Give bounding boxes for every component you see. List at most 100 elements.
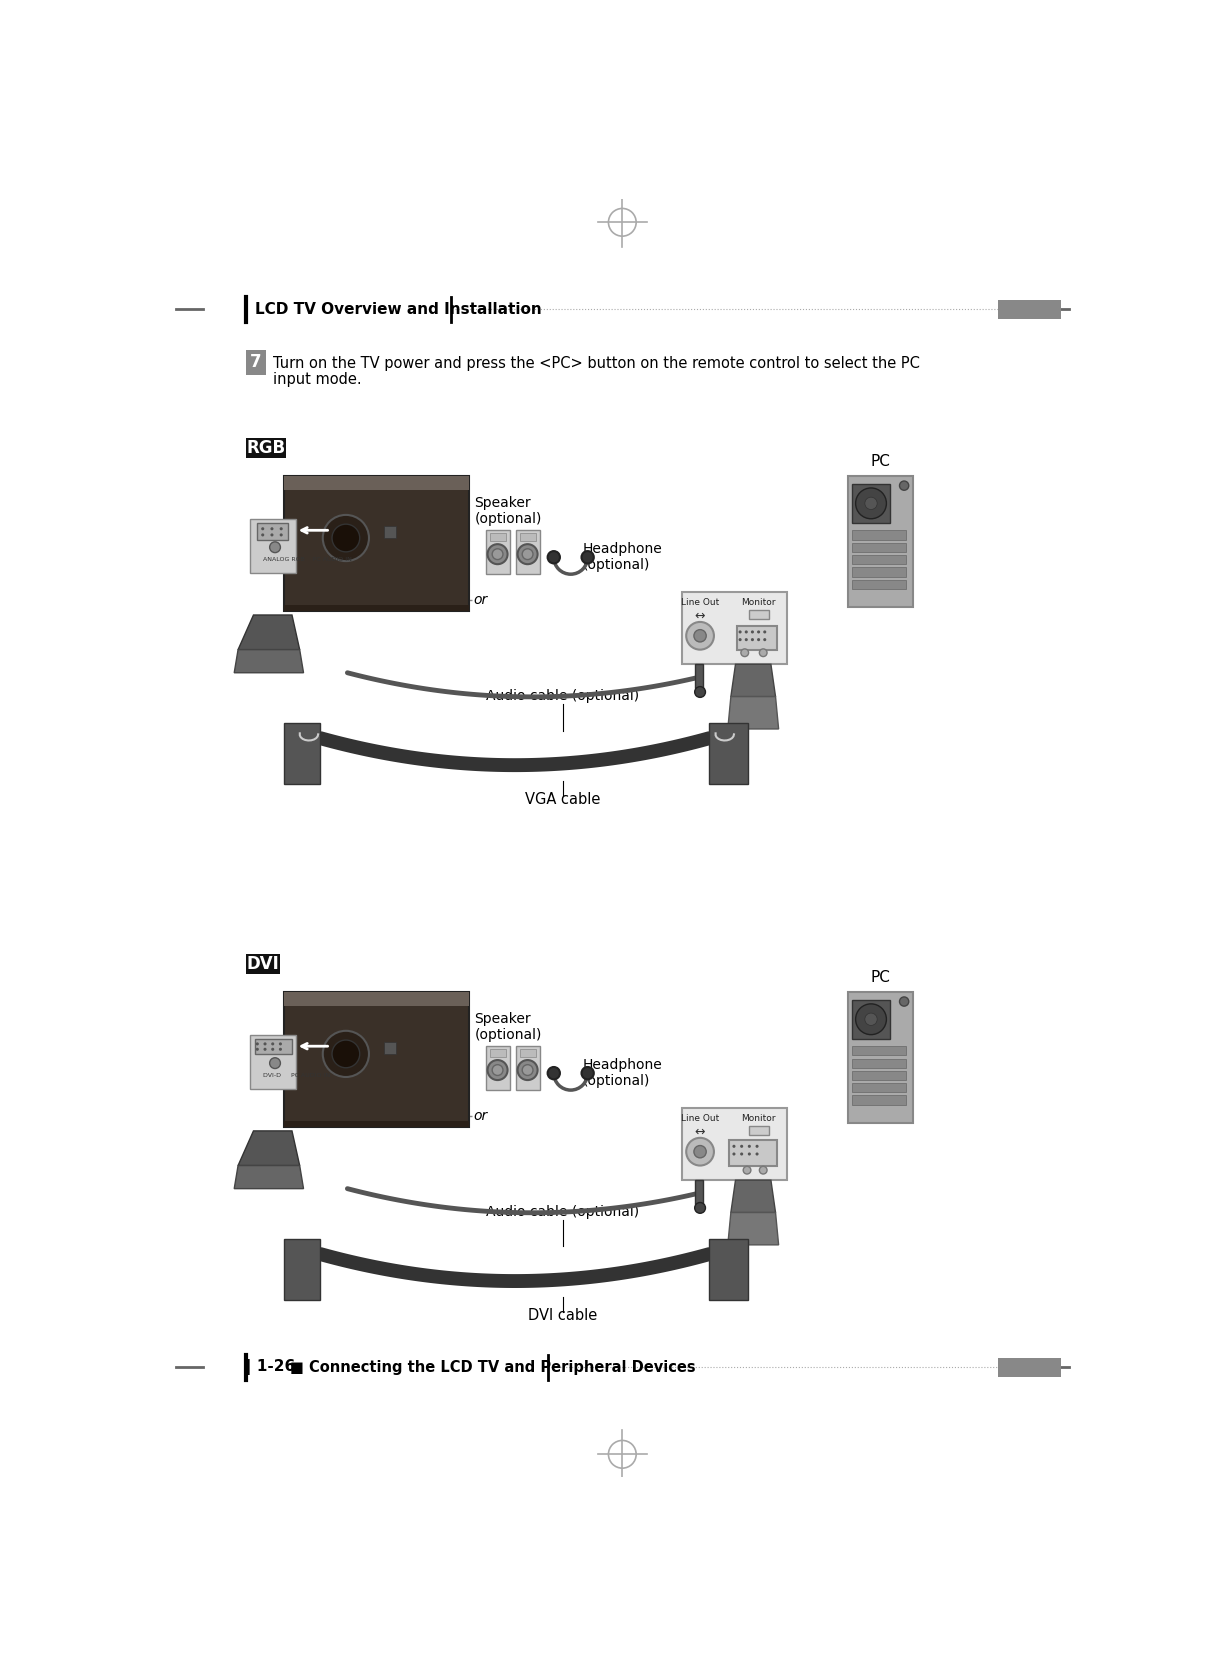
Text: VGA cable: VGA cable	[525, 792, 600, 807]
Circle shape	[759, 1167, 767, 1174]
Text: Monitor: Monitor	[741, 1114, 776, 1122]
Circle shape	[694, 629, 706, 642]
FancyBboxPatch shape	[848, 476, 914, 608]
Circle shape	[323, 515, 369, 561]
Circle shape	[332, 1041, 360, 1067]
FancyBboxPatch shape	[998, 1358, 1061, 1376]
Polygon shape	[238, 614, 300, 649]
Text: PC: PC	[870, 969, 891, 984]
Circle shape	[744, 1167, 751, 1174]
Circle shape	[739, 637, 741, 641]
Circle shape	[487, 544, 508, 564]
FancyBboxPatch shape	[520, 533, 536, 541]
Polygon shape	[284, 722, 321, 785]
Text: ↔: ↔	[695, 1125, 706, 1139]
Text: Audio cable (optional): Audio cable (optional)	[486, 1205, 639, 1218]
Circle shape	[548, 551, 560, 563]
FancyBboxPatch shape	[245, 350, 266, 375]
Circle shape	[756, 1145, 758, 1147]
Circle shape	[747, 1145, 751, 1147]
Text: | 1-26: | 1-26	[245, 1360, 295, 1374]
Text: Line Out: Line Out	[680, 1114, 719, 1122]
Circle shape	[855, 488, 887, 520]
FancyBboxPatch shape	[998, 300, 1061, 319]
Circle shape	[751, 631, 755, 634]
Polygon shape	[728, 697, 779, 729]
FancyBboxPatch shape	[284, 993, 469, 1006]
FancyBboxPatch shape	[486, 530, 510, 574]
Circle shape	[865, 1013, 877, 1026]
FancyBboxPatch shape	[384, 526, 396, 538]
FancyBboxPatch shape	[852, 568, 905, 576]
Circle shape	[740, 1152, 744, 1155]
Text: RGB: RGB	[247, 438, 286, 456]
Text: or: or	[473, 593, 487, 606]
Circle shape	[757, 637, 761, 641]
Text: 7: 7	[250, 354, 261, 372]
Circle shape	[492, 1064, 503, 1076]
FancyBboxPatch shape	[848, 993, 914, 1124]
Text: ■ Connecting the LCD TV and Peripheral Devices: ■ Connecting the LCD TV and Peripheral D…	[289, 1360, 695, 1374]
FancyBboxPatch shape	[516, 530, 539, 574]
Circle shape	[279, 528, 283, 530]
Circle shape	[279, 1047, 282, 1051]
Circle shape	[264, 1042, 266, 1046]
Circle shape	[745, 637, 747, 641]
FancyBboxPatch shape	[258, 523, 288, 540]
Circle shape	[751, 637, 755, 641]
FancyBboxPatch shape	[750, 609, 769, 619]
FancyBboxPatch shape	[852, 1096, 905, 1104]
FancyBboxPatch shape	[520, 1049, 536, 1057]
Polygon shape	[731, 664, 775, 697]
Circle shape	[741, 649, 748, 657]
FancyBboxPatch shape	[852, 543, 905, 551]
Circle shape	[279, 533, 283, 536]
Text: ↔: ↔	[695, 609, 706, 622]
Polygon shape	[728, 1212, 779, 1245]
Text: ANALOG RGB    PC AUDIO IN: ANALOG RGB PC AUDIO IN	[262, 558, 351, 563]
FancyBboxPatch shape	[245, 954, 279, 974]
Circle shape	[759, 649, 767, 657]
Circle shape	[518, 544, 537, 564]
FancyBboxPatch shape	[284, 604, 469, 611]
Polygon shape	[731, 1180, 775, 1212]
Text: Line Out: Line Out	[680, 598, 719, 608]
Circle shape	[757, 631, 761, 634]
Circle shape	[332, 525, 360, 551]
Circle shape	[899, 481, 909, 490]
Circle shape	[487, 1061, 508, 1081]
Polygon shape	[710, 1238, 747, 1300]
Circle shape	[855, 1004, 887, 1034]
Text: DVI cable: DVI cable	[529, 1308, 598, 1323]
Circle shape	[271, 1042, 275, 1046]
Circle shape	[256, 1042, 259, 1046]
Circle shape	[582, 551, 594, 563]
Circle shape	[271, 1047, 275, 1051]
Circle shape	[739, 631, 741, 634]
Circle shape	[733, 1145, 735, 1147]
Circle shape	[686, 1137, 714, 1165]
Circle shape	[745, 631, 747, 634]
Text: DVI: DVI	[247, 954, 279, 973]
Circle shape	[522, 1064, 533, 1076]
Text: Audio cable (optional): Audio cable (optional)	[486, 689, 639, 702]
Text: Headphone
(optional): Headphone (optional)	[582, 1057, 662, 1087]
Circle shape	[756, 1152, 758, 1155]
Circle shape	[733, 1152, 735, 1155]
Circle shape	[261, 533, 264, 536]
Circle shape	[522, 549, 533, 559]
Circle shape	[271, 533, 273, 536]
Circle shape	[264, 1047, 266, 1051]
Circle shape	[271, 528, 273, 530]
FancyBboxPatch shape	[852, 1059, 905, 1067]
Circle shape	[270, 541, 281, 553]
Circle shape	[256, 1047, 259, 1051]
FancyBboxPatch shape	[516, 1046, 539, 1091]
Polygon shape	[238, 1130, 300, 1165]
Circle shape	[270, 1057, 281, 1069]
FancyBboxPatch shape	[852, 530, 905, 540]
FancyBboxPatch shape	[852, 554, 905, 564]
Text: Speaker
(optional): Speaker (optional)	[475, 1013, 542, 1042]
FancyBboxPatch shape	[683, 1107, 787, 1180]
FancyBboxPatch shape	[852, 579, 905, 589]
